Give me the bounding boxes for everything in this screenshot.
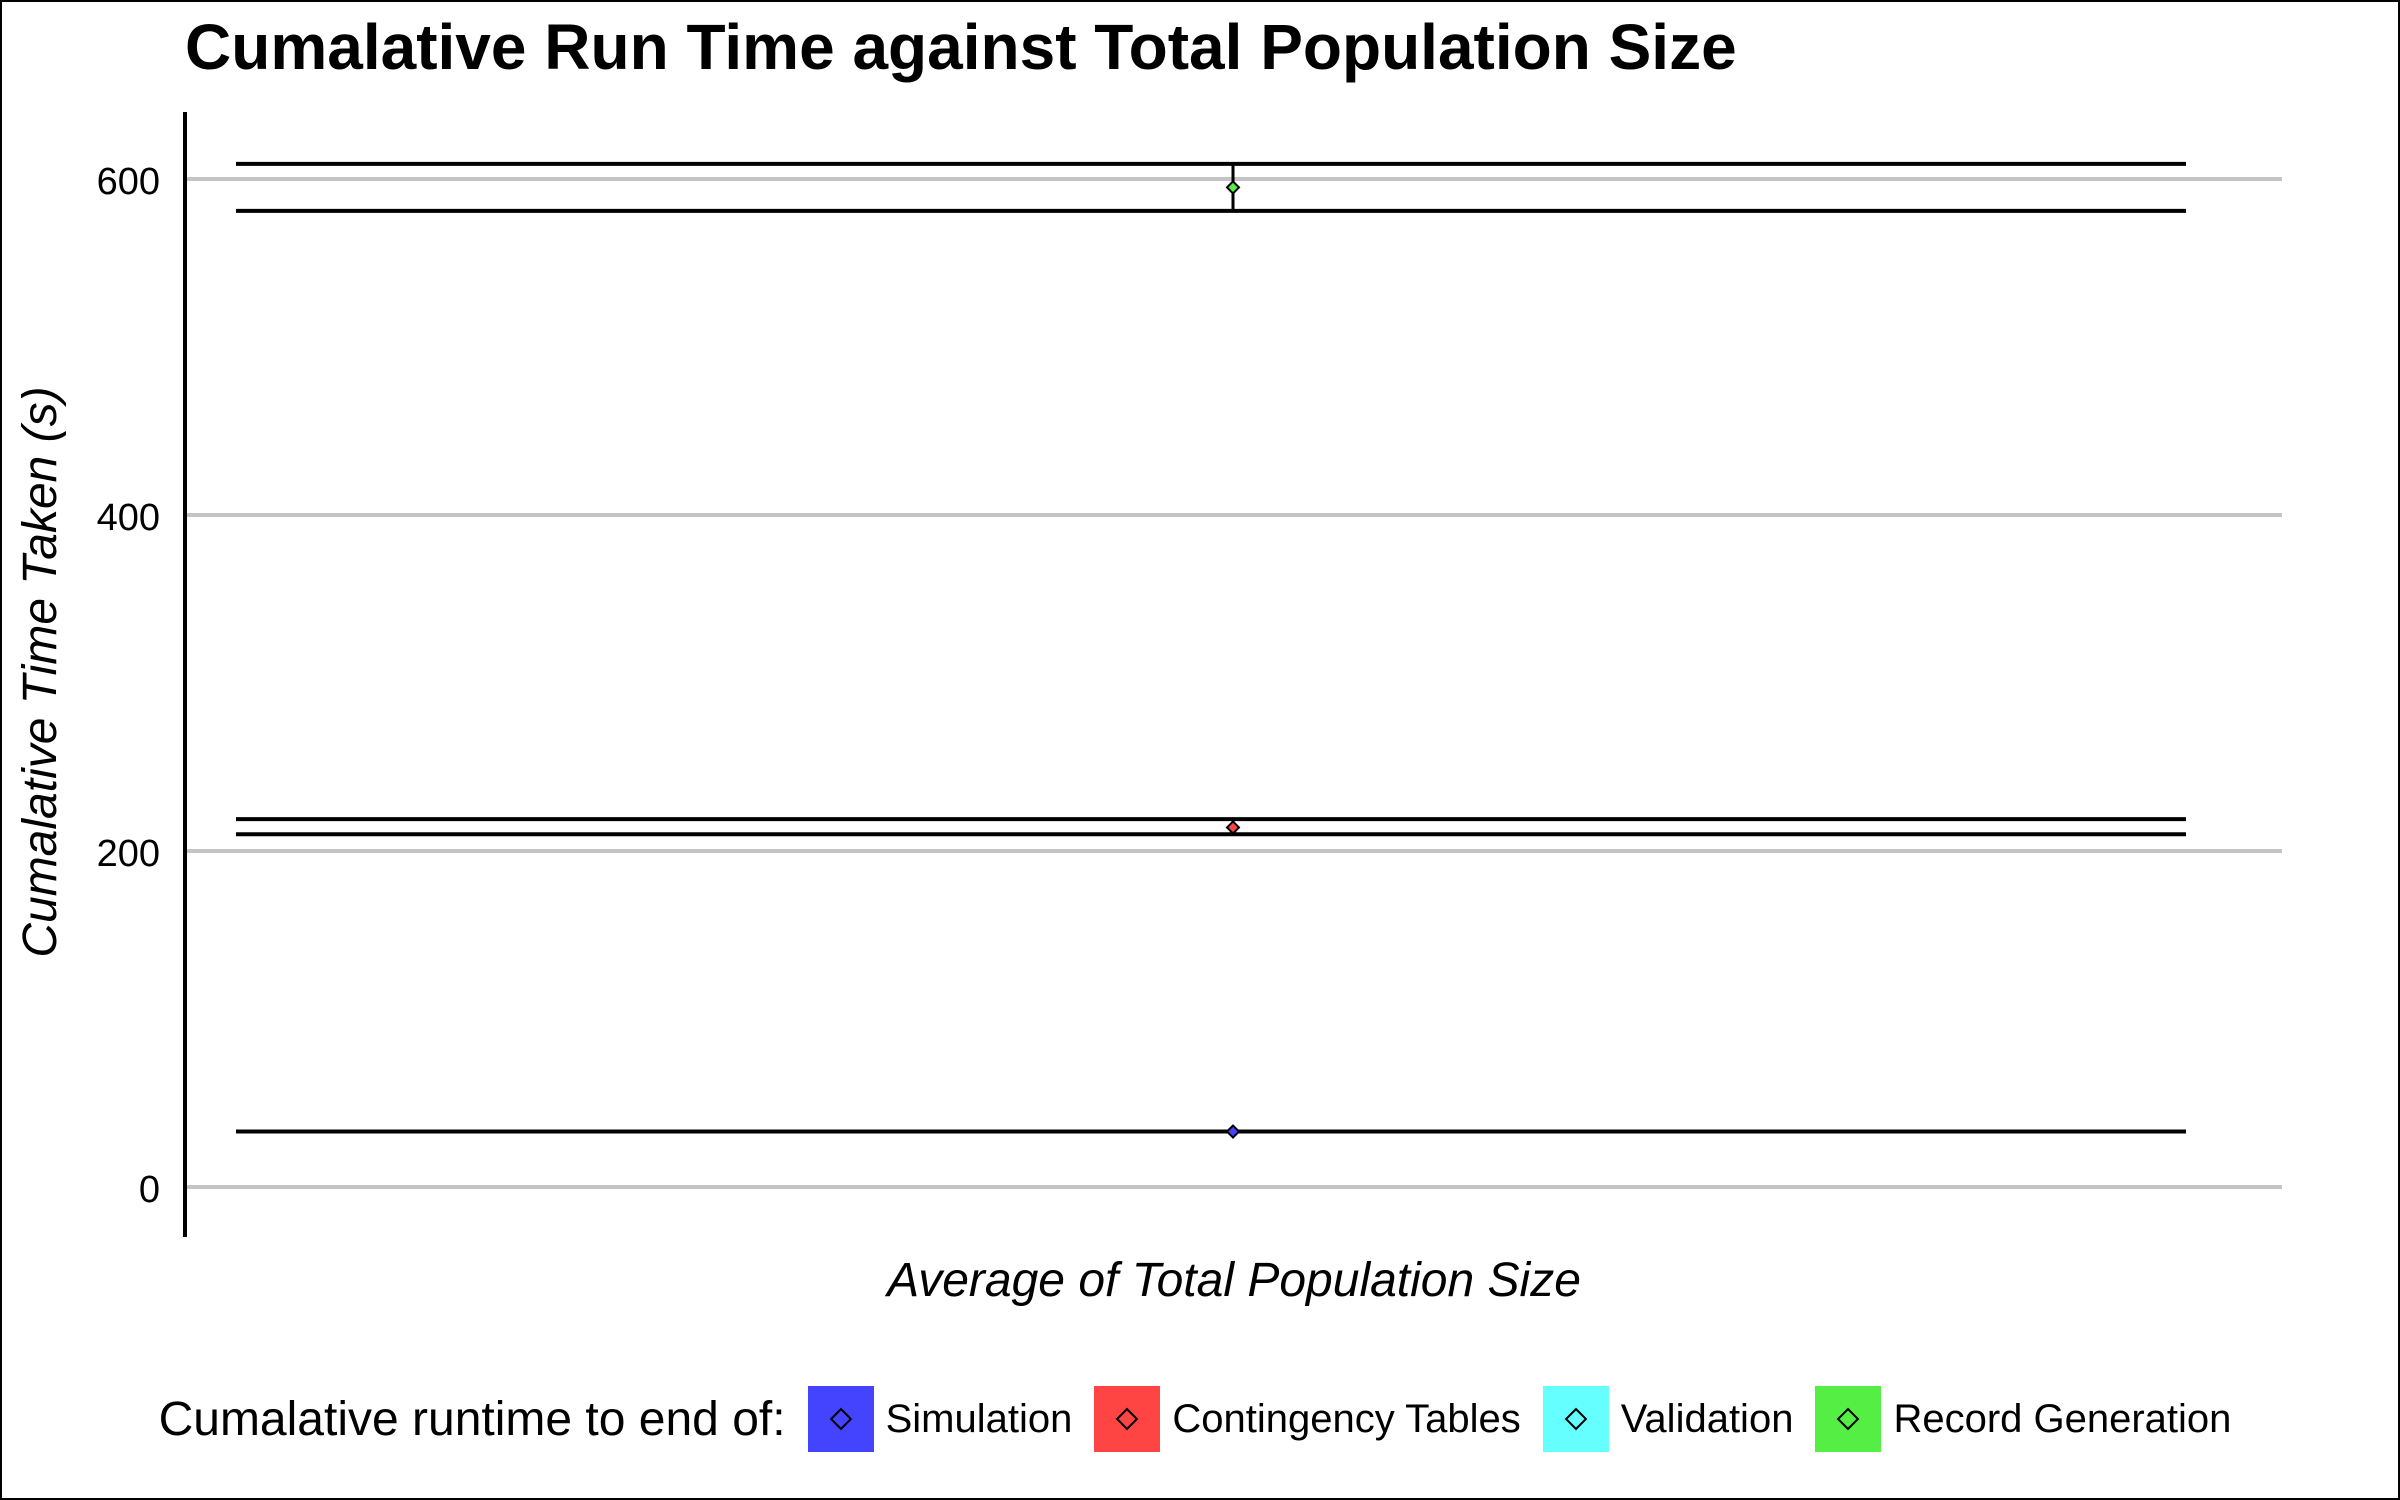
y-tick-label-600: 600 [97,161,160,203]
grid-lines [185,177,2282,1189]
legend-label-contingency-tables: Contingency Tables [1172,1396,1521,1441]
data-point-simulation [1225,1124,1241,1139]
y-tick-label-0: 0 [139,1169,160,1211]
legend-label-record-generation: Record Generation [1893,1396,2232,1441]
y-axis-title: Cumalative Time Taken (s) [14,386,67,957]
data-point-record-generation [1225,179,1241,195]
chart-title: Cumalative Run Time against Total Popula… [185,11,1737,83]
legend-label-simulation: Simulation [885,1396,1073,1441]
legend-key-record-generation [1815,1386,1882,1452]
legend-item-contingency-tables: Contingency Tables [1094,1386,1521,1452]
legend-key-contingency-tables [1094,1386,1161,1452]
x-axis-title: Average of Total Population Size [884,1254,1581,1307]
data-point-contingency-tables [1225,820,1241,835]
data-points [1225,179,1241,1139]
legend-item-validation: Validation [1542,1386,1794,1452]
y-tick-label-400: 400 [97,497,160,539]
y-tick-labels: 0 200 400 600 [97,161,160,1211]
legend-item-record-generation: Record Generation [1815,1386,2231,1452]
error-bars [236,161,2186,1134]
legend-label-validation: Validation [1620,1396,1794,1441]
y-tick-label-200: 200 [97,833,160,875]
legend-key-validation [1542,1386,1609,1452]
legend-title: Cumalative runtime to end of: [158,1392,786,1446]
legend: Cumalative runtime to end of: Simulation… [0,1384,2400,1454]
legend-item-simulation: Simulation [807,1386,1073,1452]
legend-key-simulation [807,1386,874,1452]
